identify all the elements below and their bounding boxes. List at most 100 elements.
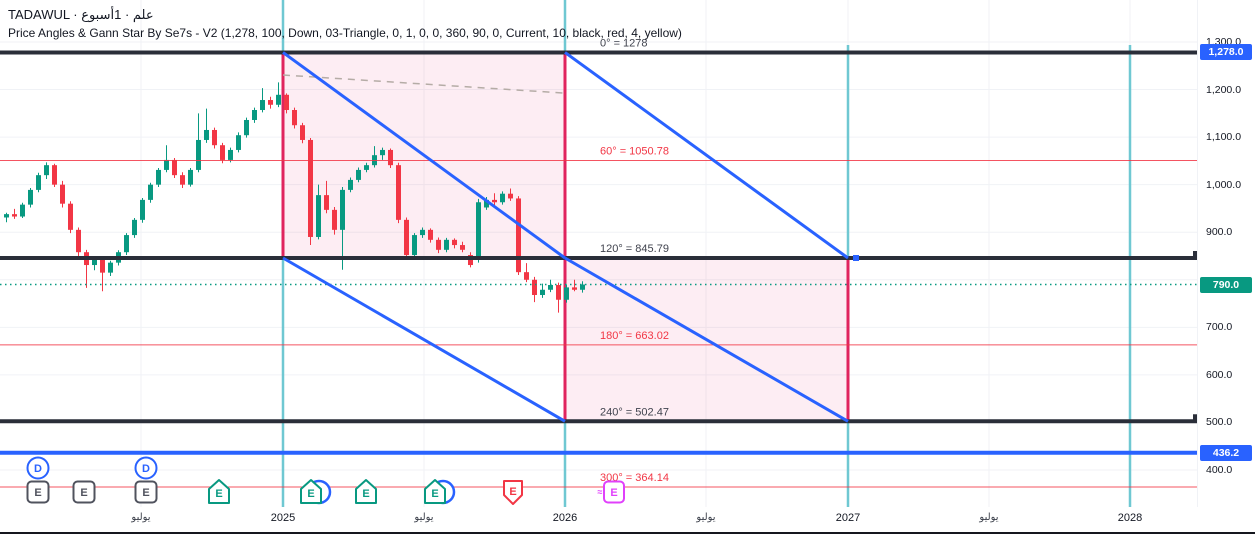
earnings-marker-gray[interactable]: E [72, 480, 96, 504]
candle-down [556, 282, 561, 313]
price-badge: 1,278.0 [1200, 44, 1252, 61]
candle-up [252, 107, 257, 123]
candle-body [476, 202, 481, 260]
gann-diagonal[interactable] [564, 51, 849, 260]
candle-down [524, 263, 529, 283]
candle-down [436, 237, 441, 254]
earnings-marker-red[interactable]: E [503, 480, 523, 505]
candle-up [380, 147, 385, 160]
candle-up [348, 177, 353, 193]
separator: · [69, 7, 82, 22]
candle-body [236, 135, 241, 150]
indicator-title[interactable]: Price Angles & Gann Star By Se7s - V2 (1… [8, 26, 682, 40]
candle-up [204, 108, 209, 143]
candle-body [316, 195, 321, 237]
candle-body [4, 214, 9, 218]
marker-letter: E [80, 487, 87, 499]
candle-body [140, 199, 145, 220]
gann-diagonal[interactable] [282, 51, 566, 260]
candle-down [180, 172, 185, 188]
candle-up [188, 168, 193, 187]
candle-body [300, 125, 305, 140]
candle-down [452, 238, 457, 249]
level-end-handle[interactable] [1193, 414, 1199, 421]
candle-body [436, 239, 441, 250]
candle-down [60, 180, 65, 208]
window-bottom-border [0, 532, 1255, 534]
candle-up [444, 237, 449, 253]
earnings-marker-green[interactable]: E [355, 479, 377, 504]
candle-body [348, 179, 353, 190]
candle-body [204, 129, 209, 140]
candle-body [260, 100, 265, 111]
earnings-estimate-marker[interactable]: E≈ [598, 480, 625, 504]
candle-up [124, 233, 129, 256]
time-axis[interactable]: يوليو 2025 يوليو 2026 يوليو 2027 يوليو 2028 [0, 507, 1255, 532]
price-badge: 436.2 [1200, 444, 1252, 461]
candle-body [60, 184, 65, 204]
marker-letter: E [307, 488, 314, 500]
e-house-icon [355, 479, 377, 504]
chart-header: TADAWUL · 1أسبوع · علم Price Angles & Ga… [8, 6, 682, 42]
candle-body [132, 219, 137, 236]
candle-body [428, 229, 433, 240]
price-axis-label: 900.0 [1206, 226, 1233, 239]
candle-body [92, 259, 97, 266]
dividend-marker[interactable]: D [26, 456, 50, 480]
marker-letter: E [215, 488, 222, 500]
candle-down [52, 163, 57, 188]
market-label: علم [132, 7, 154, 22]
candle-body [284, 94, 289, 111]
candle-up [540, 283, 545, 298]
earnings-marker-green[interactable]: E [208, 479, 230, 504]
gann-level-label: 120° = 845.79 [600, 243, 669, 255]
candle-body [268, 100, 273, 105]
d-circle-icon [134, 456, 158, 480]
symbol-name: TADAWUL [8, 7, 70, 22]
candle-down [508, 188, 513, 201]
candle-up [4, 212, 9, 223]
diagonal-end-handle[interactable] [853, 254, 859, 261]
candle-up [108, 260, 113, 276]
candle-up [412, 233, 417, 258]
earnings-marker-gray[interactable]: E [134, 480, 158, 504]
marker-letter: E [610, 487, 617, 499]
time-axis-label: يوليو [979, 512, 999, 523]
earnings-marker-green[interactable]: E [300, 479, 332, 505]
candle-down [220, 142, 225, 164]
gann-diagonal[interactable] [282, 256, 566, 423]
e-square-icon [26, 480, 50, 504]
candle-body [396, 165, 401, 220]
earnings-marker-green[interactable]: E [424, 479, 456, 505]
candle-up [156, 168, 161, 188]
candle-up [420, 227, 425, 238]
candle-down [428, 228, 433, 243]
candle-body [188, 169, 193, 185]
candle-up [356, 167, 361, 183]
earnings-marker-gray[interactable]: E [26, 480, 50, 504]
candle-up [476, 198, 481, 263]
candle-up [316, 184, 321, 240]
marker-letter: E [34, 487, 41, 499]
candle-up [500, 191, 505, 205]
dividend-marker[interactable]: D [134, 456, 158, 480]
candle-body [124, 235, 129, 253]
gann-diagonal[interactable] [564, 256, 849, 423]
candle-up [164, 145, 169, 173]
d-circle-icon [26, 456, 50, 480]
time-axis-label: يوليو [131, 512, 151, 523]
candle-up [276, 82, 281, 108]
candle-down [284, 93, 289, 114]
price-axis-label: 1,100.0 [1206, 131, 1242, 144]
symbol-title[interactable]: TADAWUL · 1أسبوع · علم [8, 6, 682, 23]
time-axis-label: يوليو [414, 512, 434, 523]
marker-letter: E [509, 486, 516, 498]
candle-body [28, 189, 33, 205]
candle-up [132, 217, 137, 238]
level-end-handle[interactable] [1193, 250, 1199, 257]
candle-up [28, 187, 33, 208]
candle-body [220, 145, 225, 160]
price-axis[interactable]: 1,300.0 1,200.0 1,100.0 1,000.0 900.0 700.0 60… [1197, 0, 1255, 507]
